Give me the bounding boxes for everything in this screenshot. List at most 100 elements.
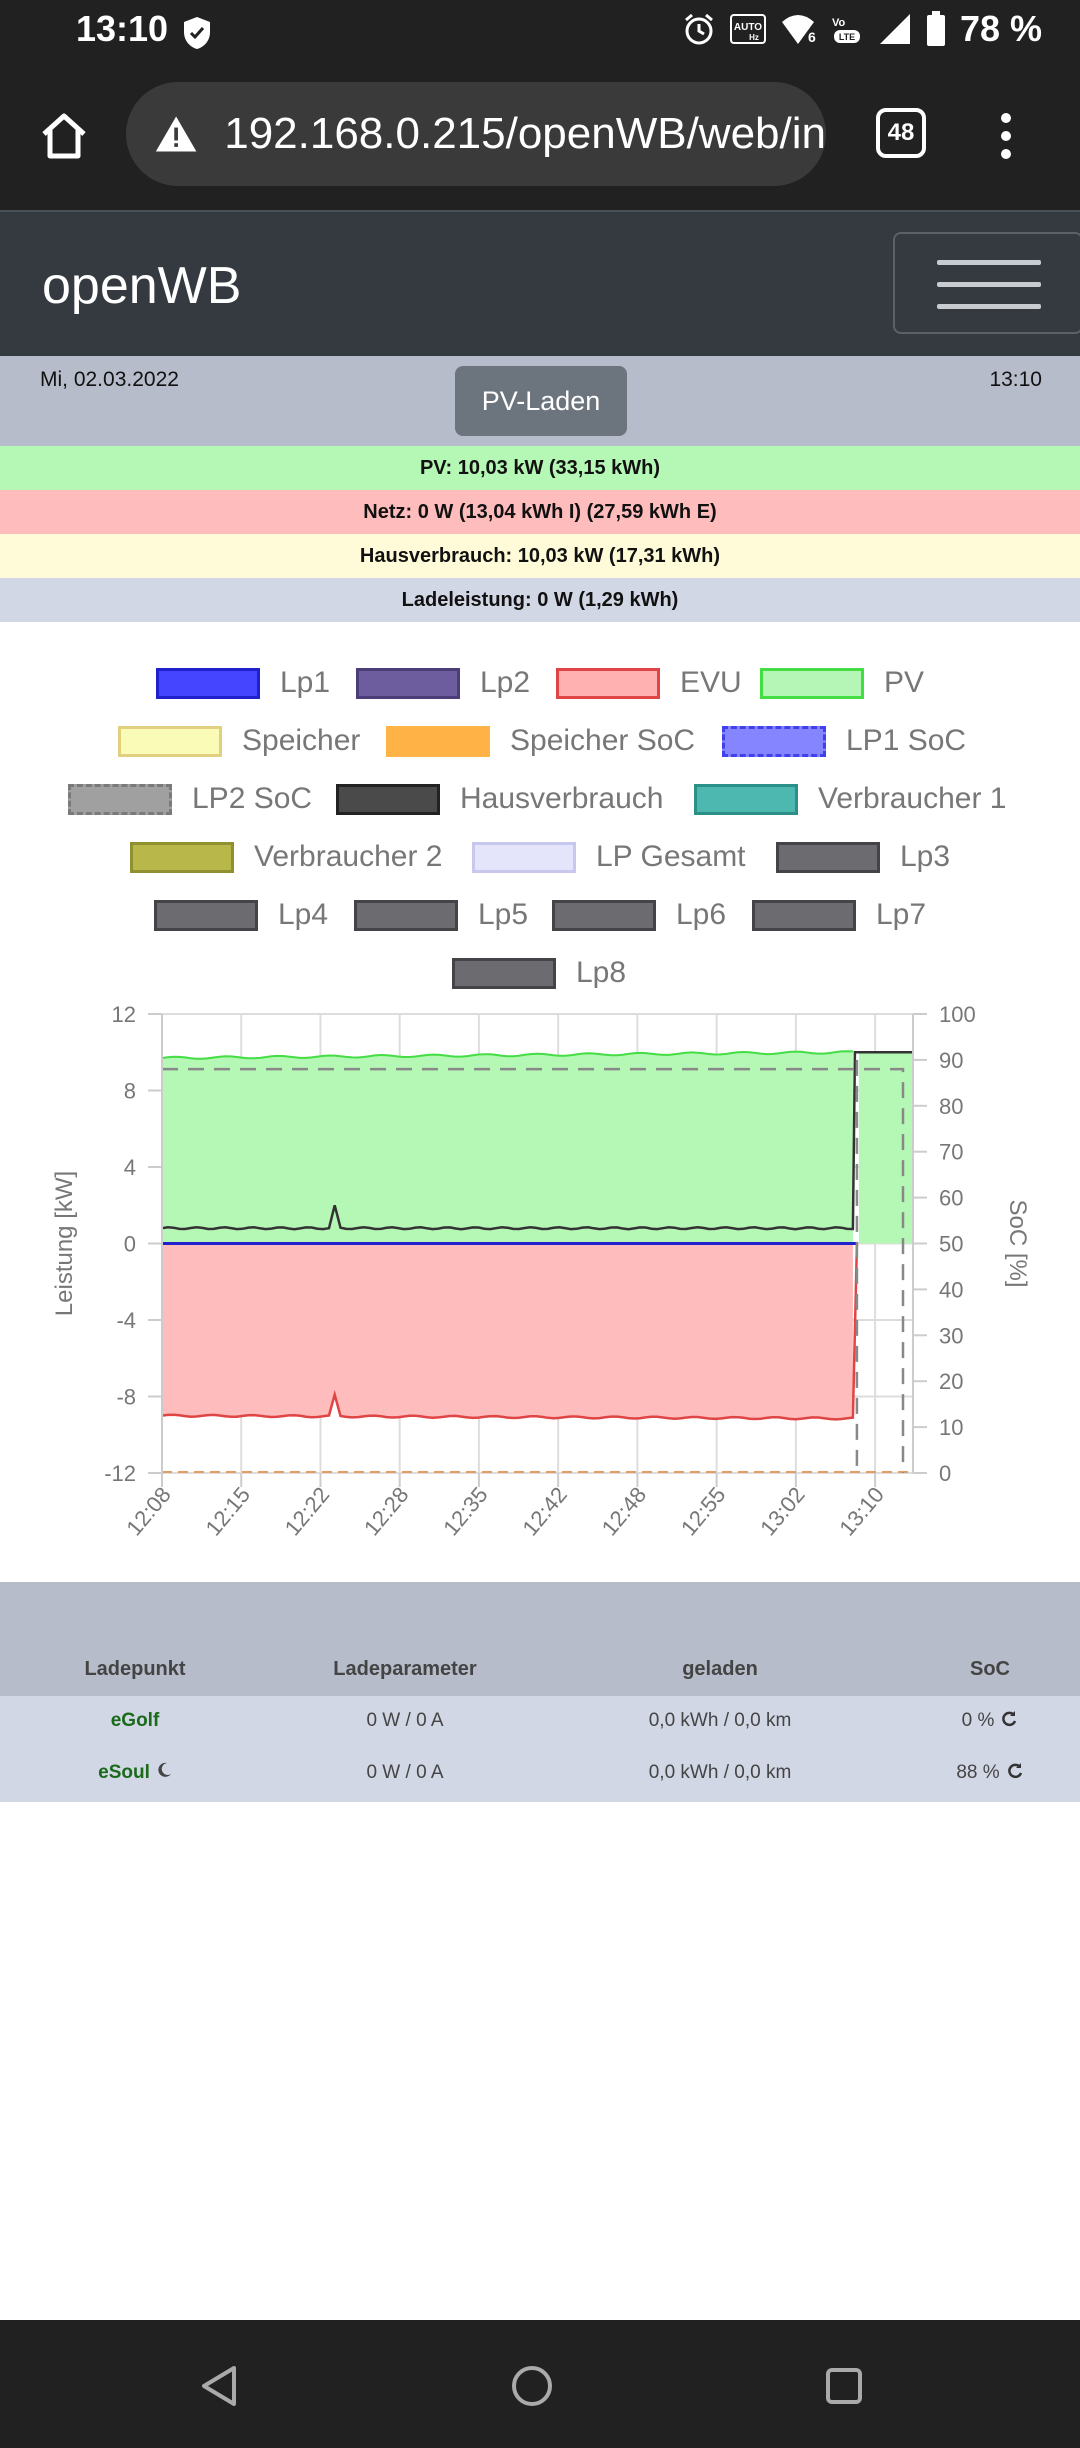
legend-swatch — [336, 783, 440, 815]
x-tick-label: 12:15 — [201, 1482, 256, 1540]
row-param: 0 W / 0 A — [366, 1762, 444, 1783]
menu-toggle-button[interactable] — [893, 232, 1080, 334]
legend-swatch — [722, 725, 826, 757]
legend-item-speicher[interactable]: Speicher — [118, 724, 360, 758]
legend-swatch — [760, 667, 864, 699]
legend-label: Lp6 — [676, 898, 727, 931]
legend-item-lp6[interactable]: Lp6 — [552, 898, 726, 932]
legend-label: Lp2 — [480, 666, 531, 699]
y2-tick-label: 0 — [939, 1461, 951, 1486]
legend-item-lp3[interactable]: Lp3 — [776, 840, 950, 874]
legend-label: Speicher SoC — [510, 724, 696, 757]
legend-item-verbraucher-1[interactable]: Verbraucher 1 — [694, 782, 1006, 816]
y-tick-label: 4 — [124, 1155, 136, 1180]
legend-item-pv[interactable]: PV — [760, 666, 924, 700]
y-tick-label: 8 — [124, 1079, 136, 1104]
legend-item-lp8[interactable]: Lp8 — [452, 956, 626, 990]
pv-line — [161, 1050, 853, 1060]
legend-label: Verbraucher 2 — [254, 840, 443, 873]
back-icon[interactable] — [198, 2364, 242, 2408]
row-soc: 0 % — [940, 1710, 1040, 1732]
legend-label: Lp5 — [478, 898, 529, 931]
legend-item-lp5[interactable]: Lp5 — [354, 898, 528, 932]
alarm-icon — [684, 13, 713, 45]
browser-toolbar: 192.168.0.215/openWB/web/in 48 — [0, 66, 1080, 210]
legend-swatch — [68, 783, 172, 815]
row-param: 0 W / 0 A — [366, 1710, 444, 1731]
url-text: 192.168.0.215/openWB/web/in — [224, 109, 826, 158]
y2-tick-label: 20 — [939, 1369, 963, 1394]
y-tick-label: 12 — [112, 1002, 136, 1027]
y2-tick-label: 50 — [939, 1232, 963, 1257]
url-bar[interactable]: 192.168.0.215/openWB/web/in — [126, 82, 826, 186]
legend-swatch — [556, 667, 660, 699]
tab-switcher-button[interactable]: 48 — [876, 108, 926, 158]
charge-points-table: Ladepunkt Ladeparameter geladen SoC eGol… — [0, 1582, 1080, 1802]
legend-label: LP1 SoC — [846, 724, 967, 757]
status-bar: 13:10 AUTO Hz 6 Vo LTE 78 % — [0, 0, 1080, 66]
lp2-soc-line — [162, 1067, 905, 1473]
moon-icon — [158, 1762, 171, 1777]
legend-item-verbraucher-2[interactable]: Verbraucher 2 — [130, 840, 442, 874]
row-name[interactable]: eGolf — [110, 1710, 160, 1731]
netz-summary: Netz: 0 W (13,04 kWh I) (27,59 kWh E) — [0, 490, 1080, 534]
legend-label: PV — [884, 666, 925, 699]
legend-item-speicher-soc[interactable]: Speicher SoC — [386, 724, 695, 758]
legend-item-lp2[interactable]: Lp2 — [356, 666, 530, 700]
charge-mode-button[interactable]: PV-Laden — [455, 366, 627, 436]
legend-label: LP Gesamt — [596, 840, 746, 873]
refresh-icon[interactable] — [1000, 1710, 1018, 1728]
home-circle-icon[interactable] — [510, 2364, 554, 2408]
battery-icon — [926, 11, 945, 46]
legend-item-lp1[interactable]: Lp1 — [156, 666, 330, 700]
pv-area — [162, 1051, 853, 1244]
header-soc: SoC — [970, 1658, 1010, 1680]
y-tick-label: 0 — [124, 1232, 136, 1257]
brand-logo[interactable]: openWB — [42, 257, 242, 315]
table-header-area — [0, 1582, 1080, 1696]
signal-icon — [879, 14, 910, 44]
hausverbrauch-line — [161, 1051, 913, 1231]
legend-item-lp-gesamt[interactable]: LP Gesamt — [472, 840, 746, 874]
recents-icon[interactable] — [824, 2366, 864, 2406]
warning-icon — [155, 116, 197, 152]
y2-tick-label: 40 — [939, 1277, 963, 1302]
legend-item-lp4[interactable]: Lp4 — [154, 898, 328, 932]
legend-swatch — [552, 899, 656, 931]
haus-summary: Hausverbrauch: 10,03 kW (17,31 kWh) — [0, 534, 1080, 578]
legend-item-hausverbrauch[interactable]: Hausverbrauch — [336, 782, 663, 816]
legend-label: Hausverbrauch — [460, 782, 664, 815]
soc-value: 0 % — [961, 1710, 995, 1731]
status-time: 13:10 — [76, 8, 169, 49]
row-name-wrap[interactable]: eSoul — [40, 1762, 230, 1784]
app-navbar: openWB — [0, 210, 1080, 358]
y-axis-title: Leistung [kW] — [51, 1171, 78, 1316]
legend-swatch — [386, 725, 490, 757]
pv-area-tail — [858, 1052, 913, 1244]
legend-item-lp7[interactable]: Lp7 — [752, 898, 926, 932]
legend-label: Lp1 — [280, 666, 331, 699]
evu-area — [162, 1243, 853, 1420]
legend-item-lp2-soc[interactable]: LP2 SoC — [68, 782, 312, 816]
lade-summary: Ladeleistung: 0 W (1,29 kWh) — [0, 578, 1080, 622]
legend-label: EVU — [680, 666, 742, 699]
y2-tick-label: 10 — [939, 1415, 963, 1440]
legend-label: Lp7 — [876, 898, 927, 931]
soc-value: 88 % — [956, 1762, 1000, 1783]
volte-icon: Vo LTE — [832, 17, 860, 43]
legend-item-evu[interactable]: EVU — [556, 666, 742, 700]
x-tick-label: 13:10 — [834, 1482, 889, 1540]
legend-item-lp1-soc[interactable]: LP1 SoC — [722, 724, 966, 758]
battery-percent: 78 % — [959, 8, 1042, 49]
svg-text:LTE: LTE — [839, 32, 855, 42]
more-vert-icon[interactable] — [994, 110, 1018, 162]
info-row: Mi, 02.03.2022 PV-Laden 13:10 — [0, 356, 1080, 446]
header-ladeparameter: Ladeparameter — [333, 1658, 477, 1680]
home-icon[interactable] — [38, 110, 90, 162]
system-nav-bar — [0, 2320, 1080, 2448]
svg-text:AUTO: AUTO — [734, 22, 762, 33]
pv-summary: PV: 10,03 kW (33,15 kWh) — [0, 446, 1080, 490]
row-soc: 88 % — [940, 1762, 1040, 1784]
refresh-icon[interactable] — [1006, 1762, 1024, 1780]
